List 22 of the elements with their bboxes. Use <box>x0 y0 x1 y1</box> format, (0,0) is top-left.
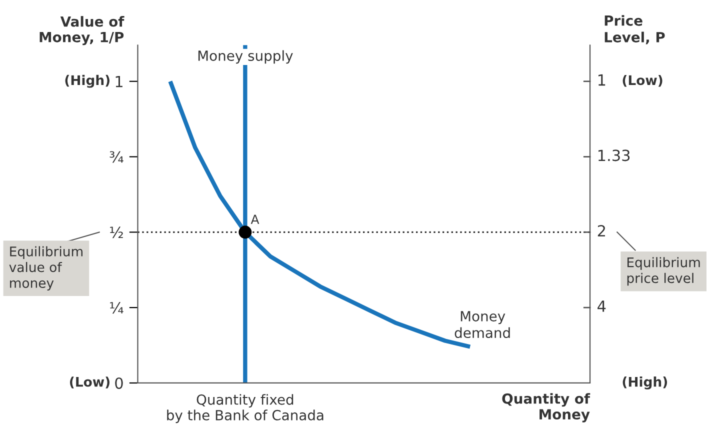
text: Equilibrium price level <box>627 257 700 286</box>
x-axis-title: Quantity of Money <box>502 393 590 422</box>
text: 2 <box>598 225 605 236</box>
y-tick-label: ¹⁄₄ <box>110 302 124 314</box>
ref-line-label: Money supply <box>198 50 293 64</box>
text: (Low) <box>70 376 110 388</box>
text: (High) <box>65 74 110 88</box>
y-axis-title: Value of Money, 1/P <box>40 16 124 46</box>
y-tick-label: ¹⁄₂ <box>110 226 123 238</box>
text: 4 <box>598 300 606 312</box>
y-tick-label: 1 <box>116 76 122 88</box>
text: Equilibrium value of money <box>9 246 82 291</box>
text: 1 <box>598 74 606 86</box>
text: (Low) <box>622 74 662 87</box>
text: Price Level, P <box>604 15 665 44</box>
text: 1.33 <box>598 150 630 162</box>
annotation: A <box>250 214 260 224</box>
y-tick-label: 0 <box>115 377 123 389</box>
series-label: Money demand <box>454 311 510 338</box>
x-tick-label: Quantity fixed by the Bank of Canada <box>167 394 324 424</box>
text: (High) <box>622 376 667 390</box>
y-tick-label: ³⁄₄ <box>110 151 124 163</box>
